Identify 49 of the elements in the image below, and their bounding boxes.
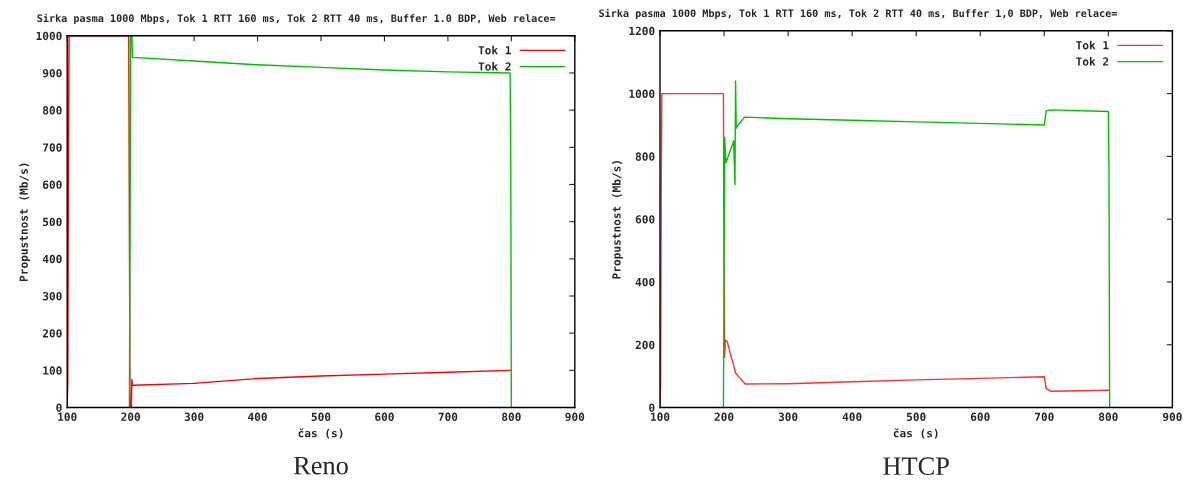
y-tick-label: 1000 <box>36 31 62 41</box>
x-tick-label: 600 <box>970 412 990 422</box>
chart-title: Sirka pasma 1000 Mbps, Tok 1 RTT 160 ms, Tok 2 RTT 40 ms, Buffer 1.0 BDP, Web relace= <box>37 13 556 24</box>
text: HTCP <box>883 457 949 476</box>
y-tick-label: 200 <box>42 329 62 338</box>
y-tick-label: 700 <box>43 143 62 152</box>
x-tick-label: 600 <box>375 412 394 422</box>
y-tick-label: 400 <box>42 254 62 264</box>
y-tick-label: 900 <box>42 68 62 78</box>
x-tick-label: 700 <box>1035 412 1054 421</box>
x-tick-label: 300 <box>184 412 204 421</box>
x-tick-label: 100 <box>650 412 670 421</box>
x-tick-label: 800 <box>1099 412 1118 421</box>
legend-label: Tok 2 <box>1076 57 1109 66</box>
x-tick-label: 200 <box>714 412 734 421</box>
y-tick-label: 300 <box>42 291 62 301</box>
y-tick-label: 500 <box>43 217 62 227</box>
legend-label: Tok 2 <box>478 62 511 71</box>
x-tick-label: 200 <box>121 412 141 421</box>
line-series <box>722 80 1111 408</box>
x-tick-label: 100 <box>58 412 77 421</box>
x-tick-label: 700 <box>438 412 458 421</box>
y-tick-label: 1000 <box>629 89 655 98</box>
x-axis-title: čas (s) <box>298 428 343 439</box>
y-tick-label: 0 <box>56 403 62 412</box>
chart-title: Sirka pasma 1000 Mbps, Tok 1 RTT 160 ms, Tok 2 RTT 40 ms, Buffer 1,0 BDP, Web relace= <box>599 8 1117 20</box>
y-tick-label: 1200 <box>629 26 655 36</box>
x-tick-label: 500 <box>311 412 331 421</box>
x-tick-label: 800 <box>502 412 521 421</box>
y-tick-label: 400 <box>635 277 655 287</box>
x-tick-label: 400 <box>248 412 267 421</box>
legend-label: Tok 1 <box>1076 40 1109 50</box>
x-axis-title: čas (s) <box>893 428 938 439</box>
x-tick-label: 900 <box>565 412 585 422</box>
y-tick-label: 100 <box>43 366 62 375</box>
y-axis-title: Propustnost (Mb/s) <box>19 163 31 281</box>
x-tick-label: 300 <box>778 412 798 421</box>
legend-label: Tok 1 <box>478 45 511 55</box>
y-tick-label: 600 <box>42 180 62 189</box>
x-tick-label: 400 <box>842 412 862 421</box>
x-tick-label: 500 <box>906 412 926 421</box>
y-tick-label: 800 <box>635 152 655 161</box>
text: Reno <box>293 456 348 475</box>
x-tick-label: 900 <box>1162 412 1182 422</box>
y-tick-label: 600 <box>635 215 655 224</box>
y-tick-label: 800 <box>42 106 62 115</box>
y-tick-label: 0 <box>649 403 655 412</box>
y-tick-label: 200 <box>635 340 655 350</box>
y-axis-title: Propustnost (Mb/s) <box>612 161 623 279</box>
